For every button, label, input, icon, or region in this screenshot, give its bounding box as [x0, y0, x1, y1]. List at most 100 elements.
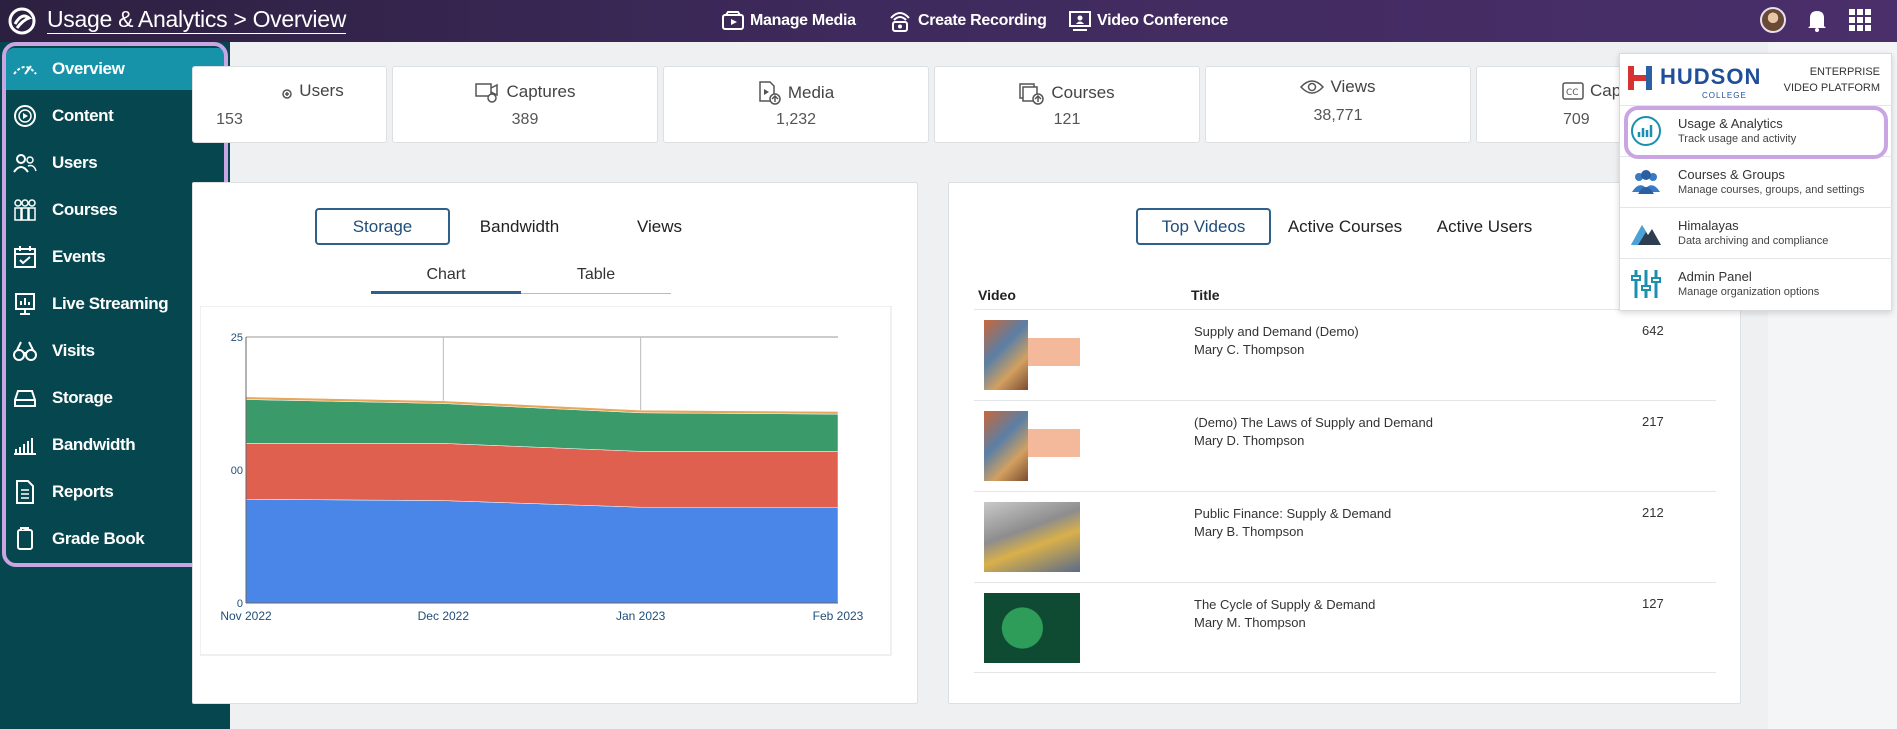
stat-label: Users — [299, 81, 344, 100]
column-header-video: Video — [978, 287, 1016, 303]
view-count: 127 — [1642, 596, 1664, 611]
sidebar-item-label: Grade Book — [52, 529, 145, 548]
eye-icon — [1300, 80, 1325, 94]
video-author: Mary M. Thompson — [1194, 615, 1306, 630]
x-tick-label: Nov 2022 — [220, 609, 272, 623]
tab-active-users[interactable]: Active Users — [1436, 216, 1533, 236]
create-recording-button[interactable]: Create Recording — [888, 0, 1047, 42]
grade-book-icon — [10, 527, 40, 551]
view-count: 642 — [1642, 323, 1664, 338]
subtab-chart[interactable]: Chart — [371, 266, 521, 294]
brand-name: HUDSON — [1660, 64, 1762, 89]
table-row[interactable]: Public Finance: Supply & Demand Mary B. T… — [974, 491, 1716, 582]
stat-card-captures[interactable]: Captures 389 — [392, 66, 658, 143]
sidebar-item-content[interactable]: Content — [6, 95, 226, 137]
menu-item-subtitle: Manage organization options — [1678, 286, 1820, 298]
app-logo-icon[interactable] — [7, 6, 37, 36]
sidebar-item-grade-book[interactable]: Grade Book — [6, 518, 226, 560]
table-row[interactable]: (Demo) The Laws of Supply and Demand Mary… — [974, 400, 1716, 491]
menu-item-usage-analytics[interactable]: Usage & Analytics Track usage and activi… — [1620, 105, 1892, 156]
table-row[interactable]: Supply and Demand (Demo) Mary C. Thompson… — [974, 309, 1716, 400]
stat-card-views[interactable]: Views 38,771 — [1205, 66, 1471, 143]
sidebar-item-label: Users — [52, 153, 98, 172]
sidebar-item-label: Content — [52, 106, 114, 125]
reports-icon — [10, 480, 40, 504]
video-title[interactable]: The Cycle of Supply & Demand — [1194, 597, 1376, 612]
sidebar-item-bandwidth[interactable]: Bandwidth — [6, 424, 226, 466]
storage-icon — [10, 388, 40, 408]
courses-icon — [1019, 83, 1045, 105]
video-author: Mary D. Thompson — [1194, 433, 1305, 448]
y-tick-label: 00 — [231, 465, 243, 477]
apps-grid-icon[interactable] — [1848, 8, 1872, 32]
x-tick-label: Feb 2023 — [813, 609, 864, 623]
app-switcher-menu: HUDSON COLLEGE ENTERPRISE VIDEO PLATFORM… — [1619, 53, 1892, 311]
stat-card-media[interactable]: Media 1,232 — [663, 66, 929, 143]
chart-area-series — [245, 499, 839, 604]
stat-card-captions[interactable]: CC Cap 709 — [1476, 66, 1626, 143]
tab-top-videos[interactable]: Top Videos — [1136, 208, 1271, 245]
bandwidth-icon — [10, 435, 40, 455]
platform-label: ENTERPRISE VIDEO PLATFORM — [1783, 66, 1880, 94]
menu-item-title: Admin Panel — [1678, 269, 1752, 284]
video-conference-label: Video Conference — [1097, 12, 1228, 29]
stat-label: Media — [787, 83, 835, 102]
stat-card-courses[interactable]: Courses 121 — [934, 66, 1200, 143]
y-tick-label: 0 — [237, 598, 243, 610]
menu-item-courses-groups[interactable]: Courses & Groups Manage courses, groups,… — [1620, 156, 1892, 207]
video-title[interactable]: (Demo) The Laws of Supply and Demand — [1194, 415, 1433, 430]
menu-item-himalayas[interactable]: Himalayas Data archiving and compliance — [1620, 207, 1892, 258]
tab-views[interactable]: Views — [636, 216, 683, 236]
mountain-icon — [1631, 225, 1661, 245]
stat-card-users[interactable]: Users 153 — [192, 66, 387, 143]
subtab-table[interactable]: Table — [521, 266, 671, 294]
sidebar-item-events[interactable]: Events — [6, 236, 226, 278]
courses-icon — [10, 198, 40, 222]
avatar[interactable] — [1760, 7, 1786, 33]
sliders-icon — [1631, 270, 1661, 298]
bell-icon[interactable] — [1806, 8, 1828, 32]
live-streaming-icon — [10, 292, 40, 316]
video-author: Mary B. Thompson — [1194, 524, 1304, 539]
media-file-icon — [759, 81, 781, 105]
table-row[interactable]: The Cycle of Supply & Demand Mary M. Thom… — [974, 582, 1716, 673]
stat-label: Views — [1330, 77, 1376, 96]
sidebar-item-reports[interactable]: Reports — [6, 471, 226, 513]
hudson-college-logo: HUDSON COLLEGE — [1624, 64, 1774, 104]
video-thumbnail[interactable] — [984, 411, 1080, 481]
video-thumbnail[interactable] — [984, 502, 1080, 572]
chart-area-series — [245, 443, 839, 508]
x-tick-label: Dec 2022 — [418, 609, 470, 623]
events-icon — [10, 245, 40, 269]
manage-media-button[interactable]: Manage Media — [722, 0, 856, 42]
manage-media-label: Manage Media — [750, 12, 856, 29]
users-icon — [10, 152, 40, 174]
create-recording-label: Create Recording — [918, 12, 1047, 29]
tab-bandwidth[interactable]: Bandwidth — [479, 216, 560, 236]
sidebar-item-visits[interactable]: Visits — [6, 330, 226, 372]
video-title[interactable]: Supply and Demand (Demo) — [1194, 324, 1359, 339]
menu-item-admin-panel[interactable]: Admin Panel Manage organization options — [1620, 258, 1892, 309]
video-conference-button[interactable]: Video Conference — [1069, 0, 1228, 42]
sidebar-item-live-streaming[interactable]: Live Streaming — [6, 283, 226, 325]
tab-storage[interactable]: Storage — [315, 208, 450, 245]
stat-value: 121 — [1053, 111, 1081, 128]
sidebar-item-label: Visits — [52, 341, 95, 360]
sidebar-item-users[interactable]: Users — [6, 142, 226, 184]
sidebar-item-courses[interactable]: Courses — [6, 189, 226, 231]
visits-icon — [10, 340, 40, 362]
sidebar-item-overview[interactable]: Overview — [6, 48, 226, 90]
groups-icon — [1632, 170, 1660, 194]
video-title[interactable]: Public Finance: Supply & Demand — [1194, 506, 1392, 521]
menu-highlight — [1624, 106, 1888, 159]
analytics-icon — [1631, 116, 1661, 146]
video-thumbnail[interactable] — [984, 320, 1080, 390]
sidebar-item-label: Live Streaming — [52, 294, 169, 313]
video-thumbnail[interactable] — [984, 593, 1080, 663]
media-icon — [722, 11, 744, 30]
menu-item-title: Usage & Analytics — [1678, 116, 1783, 131]
tab-active-courses[interactable]: Active Courses — [1287, 216, 1403, 236]
sidebar-item-label: Events — [52, 247, 106, 266]
page-title[interactable]: Usage & Analytics > Overview — [47, 6, 347, 34]
sidebar-item-storage[interactable]: Storage — [6, 377, 226, 419]
